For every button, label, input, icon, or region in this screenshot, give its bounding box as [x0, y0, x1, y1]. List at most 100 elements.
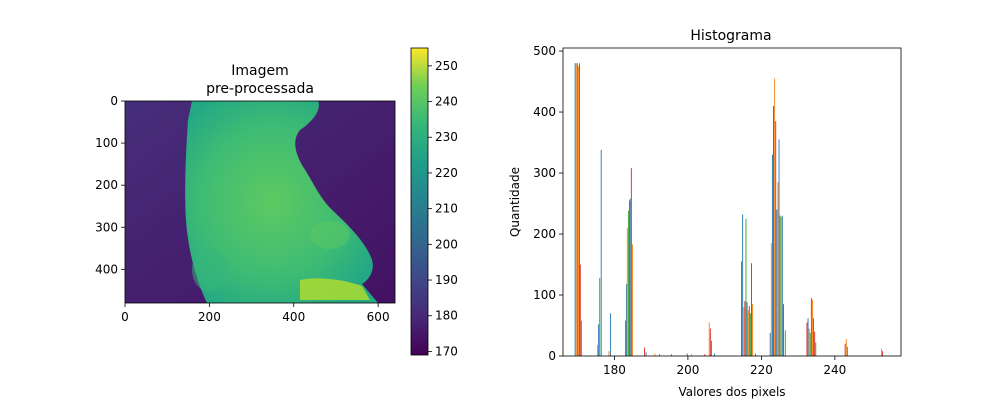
histogram-ytick-label: 500	[533, 44, 556, 58]
histogram-bar	[746, 302, 748, 356]
histogram-bar	[815, 342, 817, 356]
histogram-bar	[743, 307, 745, 356]
histogram-bar	[809, 332, 811, 356]
histogram-bar	[630, 168, 632, 356]
histogram-bar	[579, 63, 580, 356]
histogram-bar	[575, 63, 577, 356]
histogram-ytick-label: 200	[533, 227, 556, 241]
histogram-bar	[625, 320, 626, 356]
histogram-bar	[814, 331, 816, 356]
colorbar	[410, 47, 429, 356]
colorbar-tick-label: 210	[435, 202, 458, 216]
face-profile-silhouette	[185, 101, 378, 303]
histogram-bar	[771, 154, 773, 356]
histogram-frame	[562, 47, 902, 357]
histogram-bar	[645, 352, 647, 356]
histogram-bar	[775, 121, 777, 357]
histogram-panel: Histograma 180 200 220 2400100200300400500 …	[508, 28, 902, 399]
histogram-bar	[670, 354, 672, 356]
image-xtick-label: 600	[367, 310, 390, 324]
histogram-bar	[599, 277, 601, 356]
histogram-bar	[598, 324, 600, 356]
histogram-bar	[881, 348, 882, 356]
image-panel: Imagem pre-processada 0 200 400 600 0 100 200 3…	[95, 47, 458, 358]
histogram-bar	[755, 353, 756, 356]
histogram-bar	[780, 216, 782, 356]
colorbar-tick-label: 230	[435, 130, 458, 144]
histogram-bar	[709, 328, 711, 356]
histogram-bar	[778, 139, 780, 356]
histogram-bar	[597, 345, 598, 356]
histogram-xlabel: Valores dos pixels	[678, 385, 785, 399]
histogram-bar	[752, 304, 754, 356]
image-ytick-label: 0	[110, 94, 118, 108]
histogram-xtick-label: 180	[603, 363, 626, 377]
histogram-bar	[844, 343, 846, 356]
image-xtick-label: 400	[282, 310, 305, 324]
histogram-xtick-label: 240	[823, 363, 846, 377]
histogram-bar	[779, 215, 781, 356]
image-frame	[124, 100, 396, 304]
image-area	[125, 101, 395, 303]
histogram-bar	[626, 227, 628, 356]
histogram-bar	[654, 353, 656, 356]
colorbar-tick-label: 190	[435, 273, 458, 287]
neck-highlight	[192, 248, 228, 292]
image-title-line2: pre-processada	[206, 81, 314, 97]
histogram-bar	[609, 313, 611, 356]
histogram-ytick-label: 0	[548, 349, 556, 363]
histogram-bar	[579, 264, 581, 356]
histogram-ylabel: Quantidade	[508, 167, 522, 237]
image-axes: 0 200 400 600 0 100 200 300 400	[95, 94, 389, 324]
histogram-bar	[808, 328, 810, 356]
histogram-bar	[749, 313, 751, 356]
image-ytick-label: 400	[95, 262, 118, 276]
histogram-ytick-label: 100	[533, 288, 556, 302]
histogram-ytick-label: 300	[533, 166, 556, 180]
histogram-bar	[741, 261, 743, 356]
histogram-bar	[713, 353, 715, 356]
colorbar-tick-label: 250	[435, 59, 458, 73]
histogram-bar	[769, 332, 771, 356]
histogram-bar	[704, 354, 706, 356]
histogram-bar	[745, 218, 747, 356]
histogram-xtick-label: 200	[676, 363, 699, 377]
histogram-bar	[813, 318, 815, 356]
histogram-bar	[774, 78, 776, 356]
colorbar-tick-label: 220	[435, 166, 458, 180]
cheek-highlight	[310, 221, 350, 249]
histogram-bar	[574, 63, 576, 356]
histogram-axes: 180 200 220 240 0 100 200 300 400 500	[533, 44, 846, 377]
histogram-bar	[806, 322, 808, 356]
histogram-bar	[810, 298, 812, 356]
histogram-bar	[882, 351, 884, 356]
histogram-bar	[708, 322, 710, 356]
histogram-bar	[626, 284, 628, 356]
face-highlight	[300, 278, 370, 300]
histogram-bar	[773, 105, 774, 356]
histogram-bar	[691, 354, 693, 356]
histogram-ytick-label: 400	[533, 105, 556, 119]
histogram-bar	[577, 66, 579, 356]
image-ytick-label: 300	[95, 220, 118, 234]
colorbar-tick-label: 180	[435, 309, 458, 323]
colorbar-tick-label: 200	[435, 237, 458, 251]
histogram-bar	[629, 200, 630, 356]
histogram-bar	[770, 243, 772, 356]
histogram-bar	[812, 299, 813, 356]
histogram-bar	[631, 244, 633, 356]
histogram-bar	[784, 330, 786, 356]
histogram-bar	[644, 347, 646, 356]
histogram-bar	[807, 318, 809, 356]
image-ytick-label: 200	[95, 178, 118, 192]
image-xtick-label: 200	[198, 310, 221, 324]
image-title-line1: Imagem	[231, 63, 288, 79]
histogram-title: Histograma	[690, 28, 771, 44]
colorbar-tick-label: 170	[435, 344, 458, 358]
histogram-bar	[751, 263, 752, 356]
histogram-bar	[776, 209, 778, 356]
colorbar-tick-label: 240	[435, 95, 458, 109]
histogram-bar	[600, 149, 602, 356]
histogram-bar	[781, 215, 783, 356]
